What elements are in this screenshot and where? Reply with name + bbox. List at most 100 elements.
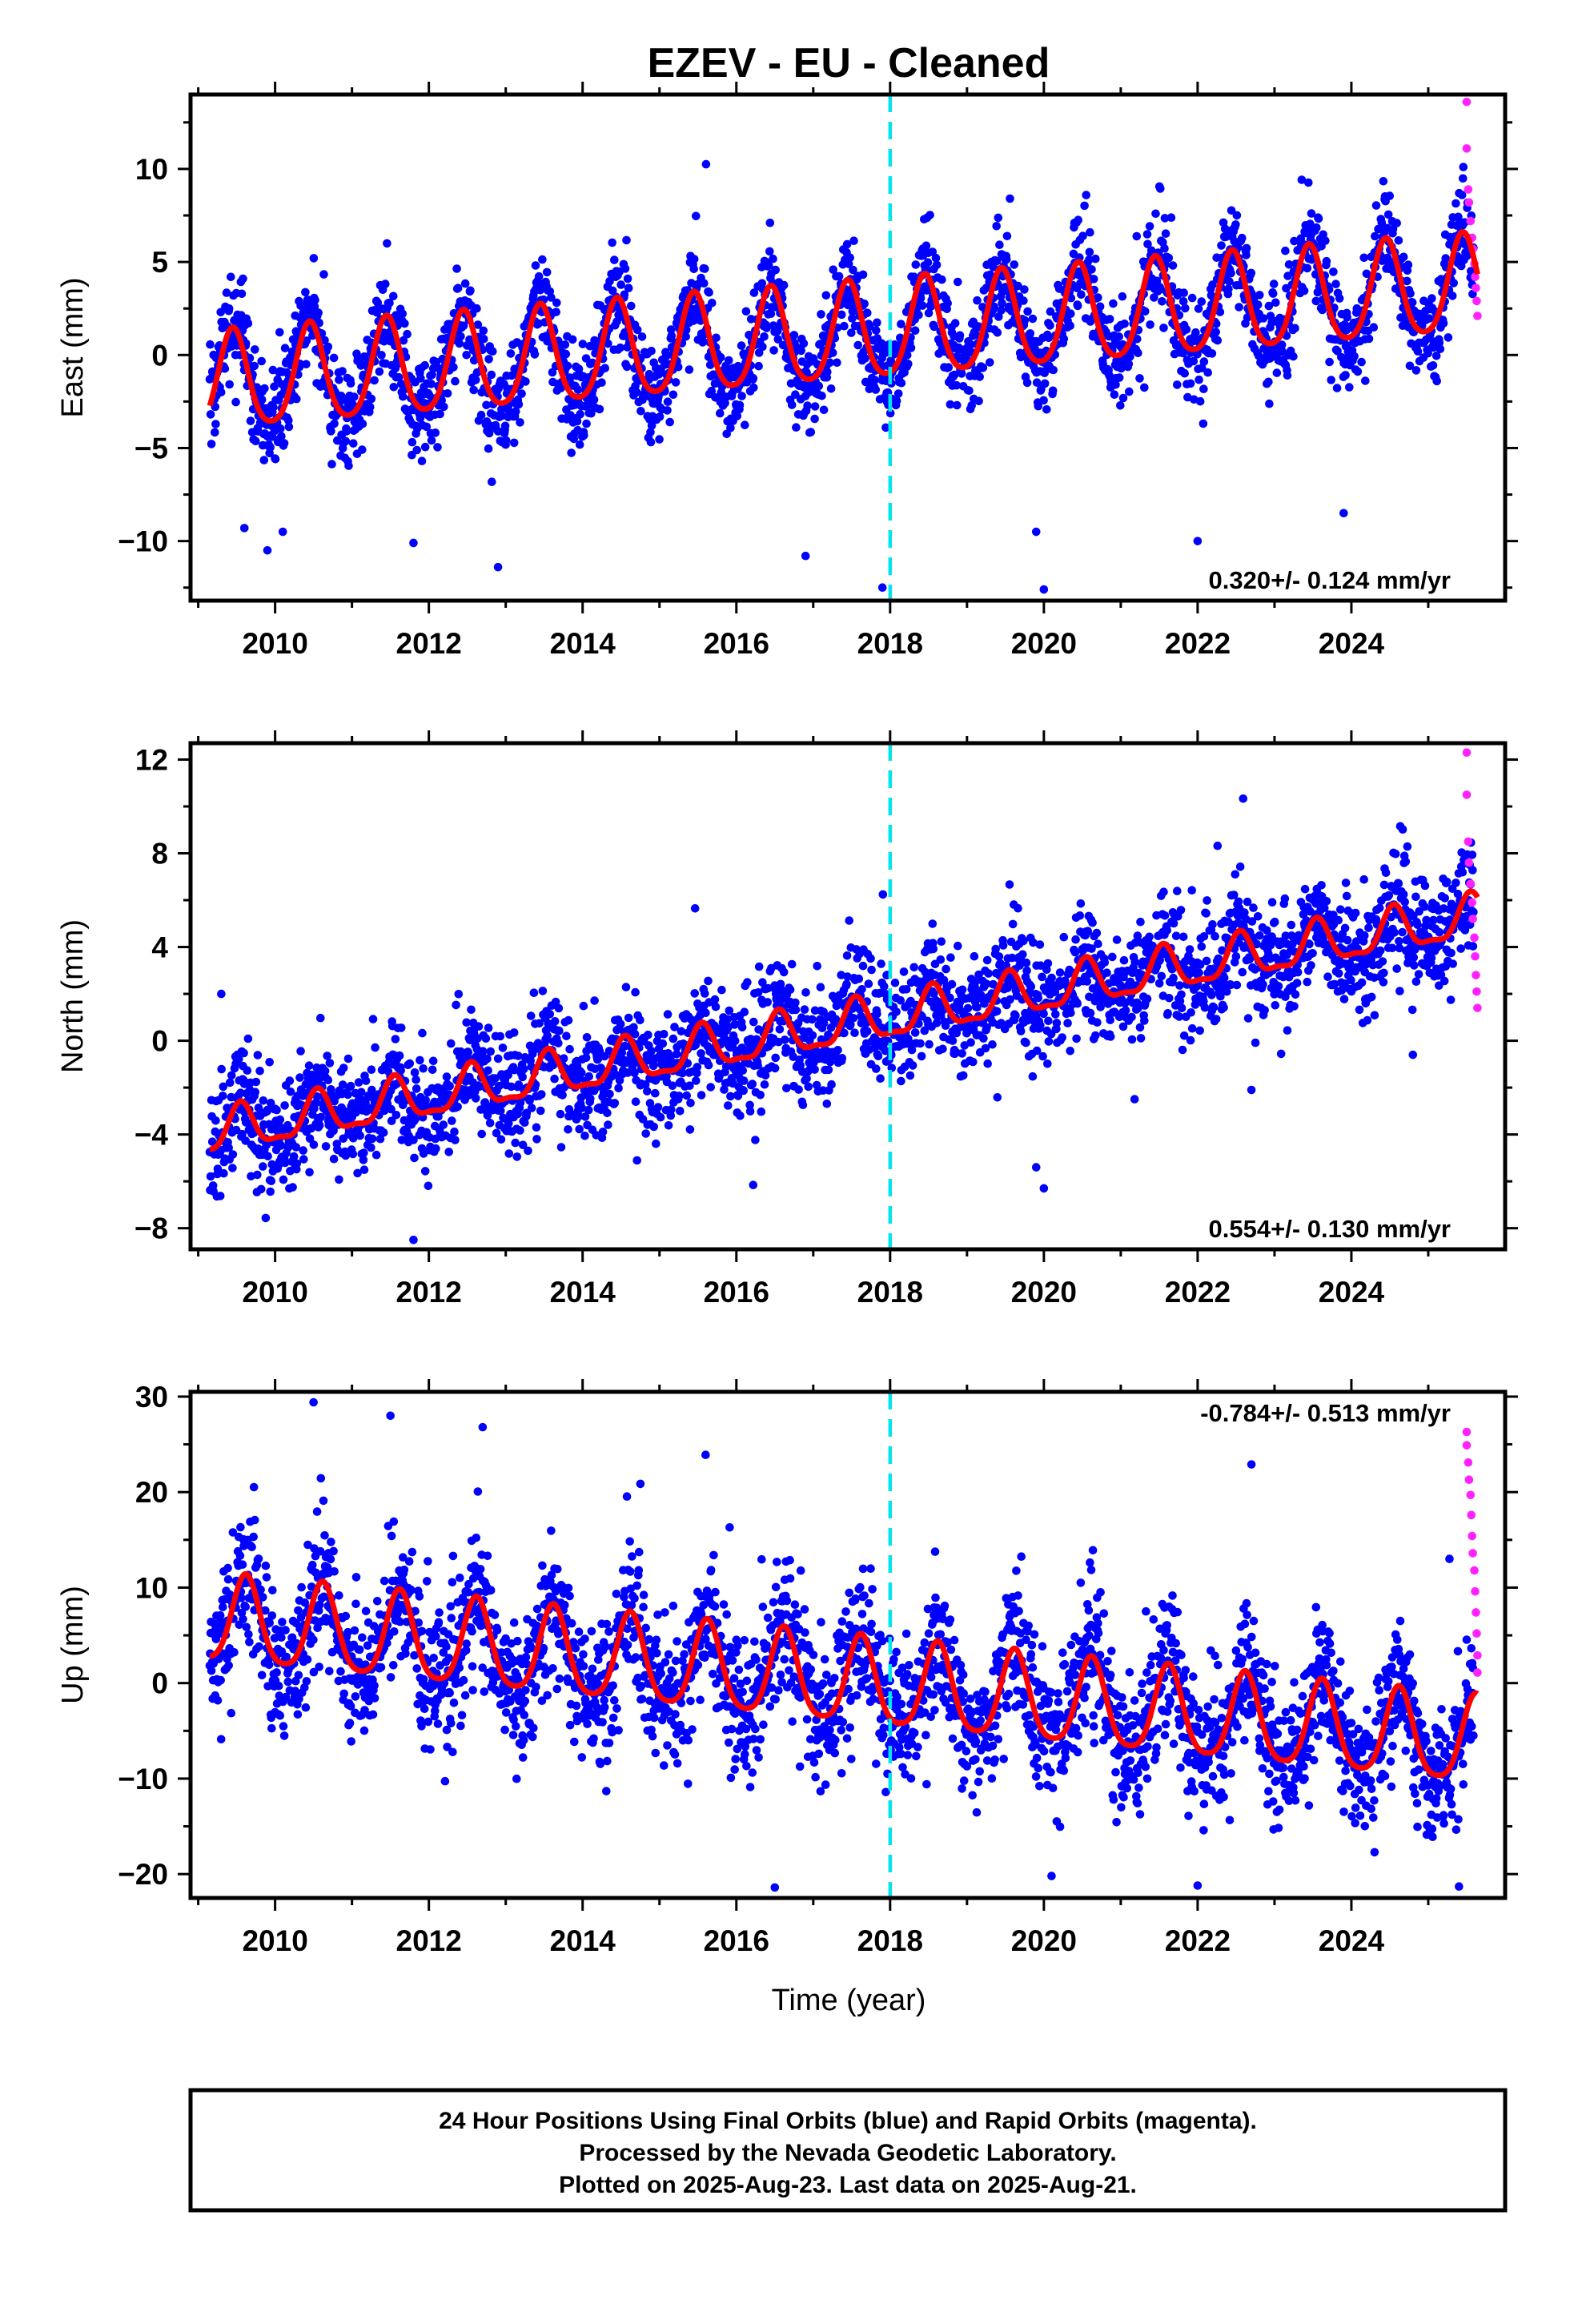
final-point xyxy=(736,1112,745,1120)
final-point xyxy=(829,265,837,275)
final-point xyxy=(693,279,702,289)
final-point xyxy=(449,363,458,372)
final-point xyxy=(791,1005,801,1015)
final-point xyxy=(902,351,912,360)
final-point xyxy=(763,998,772,1007)
final-point xyxy=(677,1027,686,1036)
final-point xyxy=(1087,265,1096,274)
final-point xyxy=(822,1100,832,1108)
final-point xyxy=(1452,199,1460,208)
final-point xyxy=(769,346,778,355)
final-point xyxy=(821,291,831,300)
final-point xyxy=(243,319,253,328)
final-point xyxy=(937,937,946,946)
final-point xyxy=(542,267,552,277)
final-point xyxy=(1413,347,1423,356)
final-point xyxy=(329,353,339,363)
final-point xyxy=(343,1054,353,1063)
final-point xyxy=(1034,401,1043,411)
final-point xyxy=(576,1093,586,1102)
final-point xyxy=(428,370,436,380)
final-point xyxy=(908,1061,917,1070)
final-point xyxy=(1179,288,1188,298)
final-point xyxy=(837,1054,847,1063)
final-point xyxy=(572,416,582,426)
final-point xyxy=(454,990,464,999)
final-point xyxy=(810,414,819,424)
final-point xyxy=(751,1136,760,1144)
final-point xyxy=(488,347,497,356)
final-point xyxy=(925,1039,934,1049)
final-point xyxy=(697,1049,705,1058)
final-point xyxy=(582,419,591,428)
final-point xyxy=(604,1120,612,1129)
final-point xyxy=(876,1074,885,1083)
final-point xyxy=(1457,191,1467,199)
final-point xyxy=(664,1121,673,1130)
final-point xyxy=(958,1049,966,1058)
final-point xyxy=(1091,254,1100,263)
final-point xyxy=(398,309,408,319)
final-point xyxy=(1086,1008,1095,1018)
final-point xyxy=(803,401,812,410)
final-point xyxy=(622,362,632,372)
final-point xyxy=(1321,236,1330,245)
final-point xyxy=(239,1048,248,1058)
final-point xyxy=(741,307,751,316)
final-point xyxy=(828,348,837,357)
final-point xyxy=(649,1122,658,1132)
outlier-point xyxy=(1193,537,1203,545)
final-point xyxy=(800,1005,809,1014)
final-point xyxy=(215,1192,225,1200)
final-point xyxy=(451,376,460,386)
final-point xyxy=(276,424,285,433)
final-point xyxy=(1066,309,1075,319)
final-point xyxy=(512,407,520,416)
final-point xyxy=(1114,332,1123,341)
final-point xyxy=(335,376,343,384)
final-point xyxy=(590,996,599,1005)
final-point xyxy=(517,389,526,398)
final-point xyxy=(620,1041,629,1051)
final-point xyxy=(1333,347,1342,356)
final-point xyxy=(663,397,673,407)
final-point xyxy=(620,264,630,273)
final-point xyxy=(1094,939,1102,948)
final-point xyxy=(265,1058,275,1067)
final-point xyxy=(1051,1010,1060,1019)
final-point xyxy=(794,1085,803,1094)
final-point xyxy=(428,1065,437,1075)
final-point xyxy=(692,211,701,221)
final-point xyxy=(655,412,665,421)
final-point xyxy=(222,288,231,297)
final-point xyxy=(447,1039,456,1048)
final-point xyxy=(701,159,711,169)
final-point xyxy=(419,1064,428,1073)
final-point xyxy=(431,428,440,437)
final-point xyxy=(1211,328,1220,336)
final-point xyxy=(391,1035,400,1043)
final-point xyxy=(936,955,946,964)
final-point xyxy=(981,1043,990,1053)
final-point xyxy=(624,283,633,293)
final-point xyxy=(1182,325,1191,334)
final-point xyxy=(1046,307,1055,316)
final-point xyxy=(450,1127,459,1136)
final-point xyxy=(1022,1038,1030,1047)
final-point xyxy=(1046,321,1054,330)
final-point xyxy=(881,348,890,357)
final-point xyxy=(1093,1018,1102,1027)
final-point xyxy=(462,1018,471,1027)
panels: 2010 2012 2014 2016 2018 2020 2022 2024−10−5051… xyxy=(56,82,1518,1957)
final-point xyxy=(391,364,400,373)
final-point xyxy=(1392,219,1401,227)
final-point xyxy=(816,983,825,991)
final-point xyxy=(692,1076,701,1085)
final-point xyxy=(498,1043,508,1052)
final-point xyxy=(1035,940,1045,949)
final-point xyxy=(678,1068,687,1078)
final-point xyxy=(335,1175,343,1184)
final-point xyxy=(573,385,583,395)
final-point xyxy=(417,456,427,465)
final-point xyxy=(637,332,647,341)
